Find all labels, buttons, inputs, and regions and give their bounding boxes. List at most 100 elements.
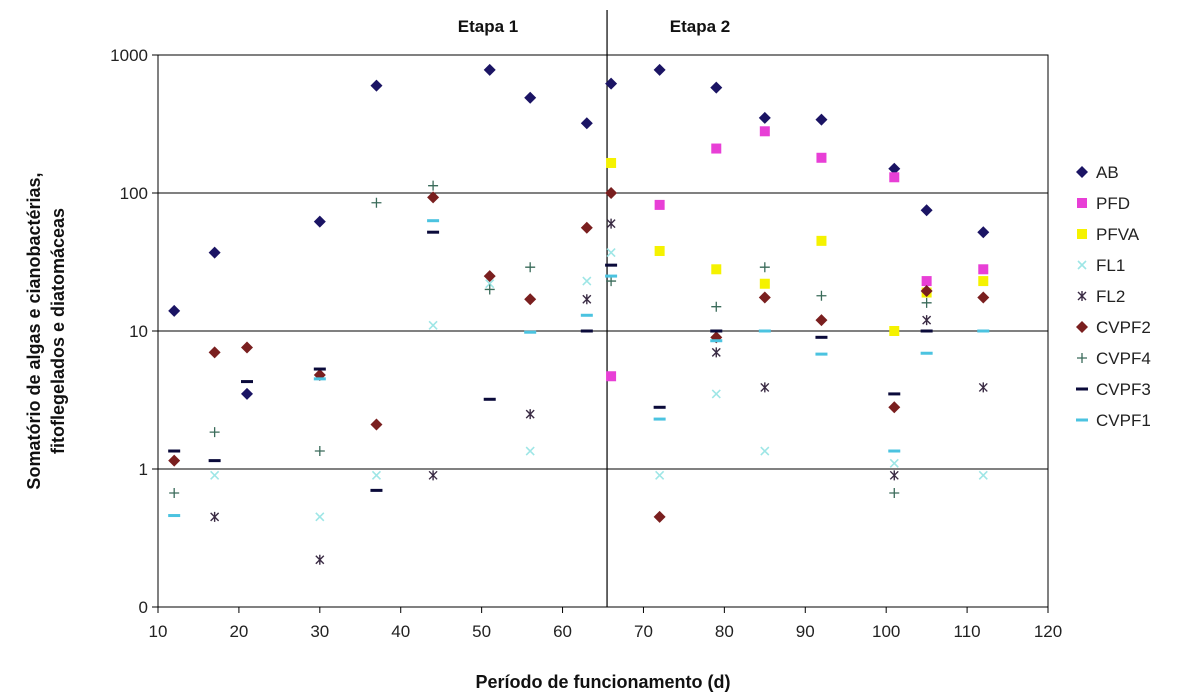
data-point-ab <box>977 226 990 239</box>
x-tick-label: 90 <box>796 622 815 641</box>
data-point-fl1 <box>525 446 535 456</box>
x-tick-label: 100 <box>872 622 900 641</box>
data-point-cvpf4 <box>816 290 827 301</box>
data-point-cvpf3 <box>241 380 253 384</box>
data-point-pfd <box>606 371 617 382</box>
data-point-cvpf2 <box>815 314 828 327</box>
data-point-fl2 <box>978 382 988 393</box>
data-point-cvpf2 <box>580 221 593 234</box>
data-point-cvpf1 <box>888 449 901 453</box>
data-point-fl2 <box>922 315 932 326</box>
series-ab <box>168 63 990 400</box>
data-point-cvpf2 <box>888 401 901 414</box>
data-point-cvpf1 <box>758 329 771 333</box>
data-point-fl1 <box>760 446 770 456</box>
data-point-cvpf1 <box>524 330 537 334</box>
data-point-fl1 <box>371 470 382 480</box>
stage-label-1: Etapa 1 <box>458 17 518 36</box>
legend-label-pfd: PFD <box>1096 194 1130 213</box>
series-fl1 <box>210 248 988 522</box>
data-point-cvpf3 <box>168 449 181 453</box>
data-point-cvpf4 <box>759 262 770 273</box>
data-point-cvpf3 <box>653 405 666 409</box>
data-point-pfva <box>654 245 665 256</box>
data-point-cvpf3 <box>888 392 901 396</box>
data-point-cvpf4 <box>921 297 932 308</box>
y-tick-label: 1000 <box>110 46 148 65</box>
data-point-cvpf2 <box>977 291 990 304</box>
data-point-pfva <box>711 264 722 275</box>
x-axis-title: Período de funcionamento (d) <box>476 672 731 692</box>
data-point-cvpf1 <box>313 377 326 381</box>
data-point-fl1 <box>582 276 592 286</box>
data-point-fl1 <box>655 470 665 480</box>
data-point-ab <box>605 77 618 90</box>
data-point-fl1 <box>978 470 988 480</box>
data-point-cvpf3 <box>710 329 723 333</box>
data-point-cvpf2 <box>483 270 496 283</box>
data-point-cvpf1 <box>605 274 618 278</box>
data-point-fl2 <box>428 470 438 481</box>
data-point-cvpf2 <box>605 187 618 199</box>
data-point-cvpf1 <box>580 313 593 317</box>
data-point-cvpf1 <box>653 417 666 421</box>
y-axis-title-line-1: Somatório de algas e cianobactérias, <box>24 172 44 489</box>
data-point-pfva <box>978 276 989 287</box>
data-point-fl2 <box>210 511 220 522</box>
data-points <box>168 63 990 565</box>
series-cvpf1 <box>168 219 990 518</box>
y-tick-label: 10 <box>129 322 148 341</box>
x-axis-ticks: 10 20 30 40 50 60 70 80 90 100 110 120 <box>149 607 1062 641</box>
data-point-cvpf4 <box>314 446 325 457</box>
data-point-cvpf4 <box>711 301 722 312</box>
series-fl2 <box>210 218 988 565</box>
data-point-fl1 <box>711 389 721 399</box>
data-point-cvpf2 <box>168 454 181 467</box>
series-pfd <box>606 126 989 382</box>
data-point-cvpf4 <box>484 284 495 295</box>
y-tick-label: 100 <box>120 184 148 203</box>
data-point-cvpf3 <box>815 335 828 339</box>
legend-marker-pfd <box>1077 198 1087 208</box>
x-tick-label: 20 <box>229 622 248 641</box>
legend-marker-cvpf3 <box>1076 387 1088 391</box>
grid-lines <box>158 54 1048 608</box>
data-point-cvpf3 <box>605 263 618 267</box>
data-point-ab <box>758 111 771 124</box>
data-point-fl1 <box>315 512 325 522</box>
x-tick-label: 30 <box>310 622 329 641</box>
legend-marker-pfva <box>1077 229 1087 239</box>
series-cvpf3 <box>168 230 933 492</box>
data-point-fl2 <box>889 470 899 481</box>
data-point-ab <box>920 204 933 217</box>
data-point-cvpf1 <box>427 219 440 223</box>
data-point-cvpf4 <box>606 276 617 287</box>
legend-label-cvpf3: CVPF3 <box>1096 380 1151 399</box>
legend-marker-ab <box>1076 166 1088 178</box>
data-point-ab <box>710 81 723 94</box>
data-point-cvpf4 <box>169 488 180 499</box>
data-point-cvpf1 <box>977 329 990 333</box>
data-point-pfva <box>889 326 900 336</box>
x-tick-label: 40 <box>391 622 410 641</box>
x-tick-label: 120 <box>1034 622 1062 641</box>
data-point-cvpf3 <box>208 459 221 463</box>
x-tick-label: 60 <box>553 622 572 641</box>
y-axis-title: Somatório de algas e cianobactérias, fit… <box>24 172 68 489</box>
legend-marker-cvpf2 <box>1076 321 1088 333</box>
data-point-ab <box>483 63 496 76</box>
stage-label-2: Etapa 2 <box>670 17 730 36</box>
data-point-ab <box>524 91 537 104</box>
data-point-pfd <box>816 152 827 163</box>
data-point-ab <box>313 215 326 228</box>
data-point-pfd <box>978 264 989 275</box>
data-point-cvpf2 <box>427 191 440 204</box>
legend-label-fl1: FL1 <box>1096 256 1125 275</box>
data-point-cvpf1 <box>920 351 933 355</box>
data-point-cvpf3 <box>427 230 440 234</box>
data-point-pfd <box>759 126 770 137</box>
legend-label-cvpf1: CVPF1 <box>1096 411 1151 430</box>
legend: AB PFD PFVA FL1 FL2 CVPF2 CVPF4 CVPF3 CVPF1 <box>1076 163 1151 430</box>
data-point-pfva <box>759 278 770 289</box>
